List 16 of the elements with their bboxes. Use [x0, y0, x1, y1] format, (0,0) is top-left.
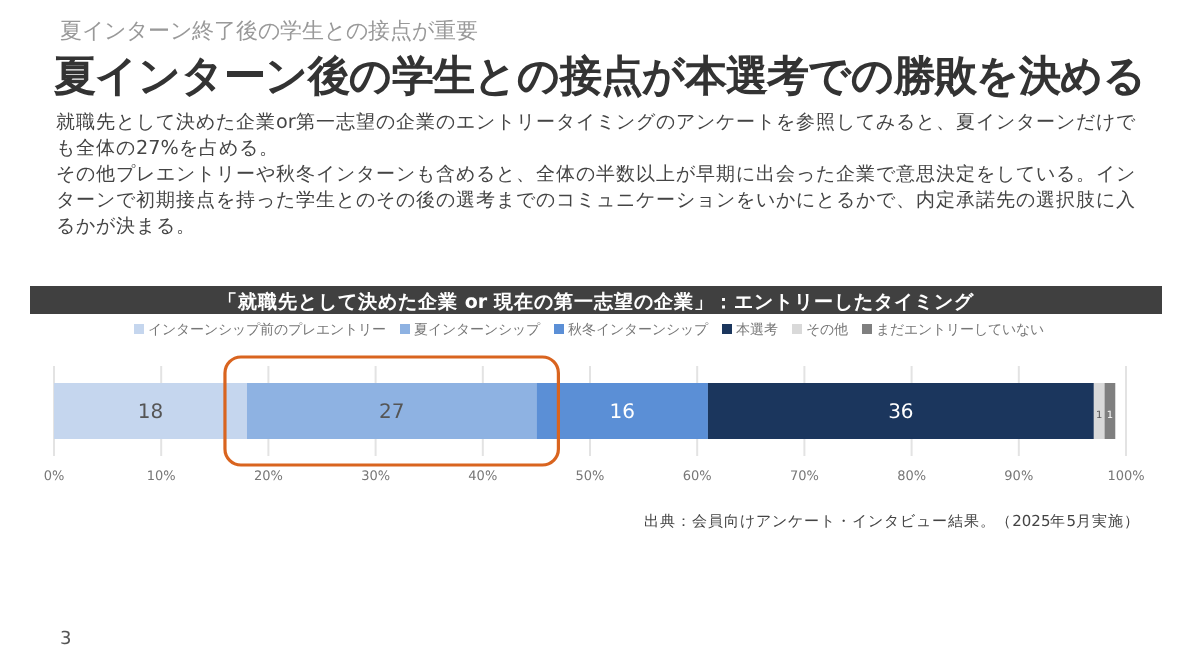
chart-title: 夏インターン後の学生との接点が本選考での勝敗を決める [54, 50, 1146, 104]
text: 「就職先として決めた企業 or 現在の第一志望の企業」：エントリーしたタイミング [218, 290, 976, 314]
bar [1104, 383, 1116, 439]
bar [246, 383, 537, 439]
data-label: 27 [378, 402, 405, 424]
data-label: 36 [888, 402, 914, 424]
data-label: 16 [609, 402, 635, 424]
bar [707, 383, 1094, 439]
text: その他プレエントリーや秋冬インターンも含めると、全体の半数以上が早期に出会った企業で意思決定をしている。インターンで初期接点を持った学生とのその後の選考までのコミュニケーションをいかにとるかで、内定承諾先の選択肢に入るかが決まる。 [56, 162, 1138, 240]
kicker: 夏インターン終了後の学生との接点が重要 [60, 16, 478, 46]
text: 3 [60, 630, 72, 650]
data-label: 18 [137, 402, 164, 424]
bar [54, 383, 247, 439]
chart-subtitle: 就職先として決めた企業or第一志望の企業のエントリータイミングのアンケートを参照してみると、夏インターンだけでも全体の27%を占める。 [56, 110, 1138, 162]
bar [536, 383, 708, 439]
bar [1093, 383, 1105, 439]
